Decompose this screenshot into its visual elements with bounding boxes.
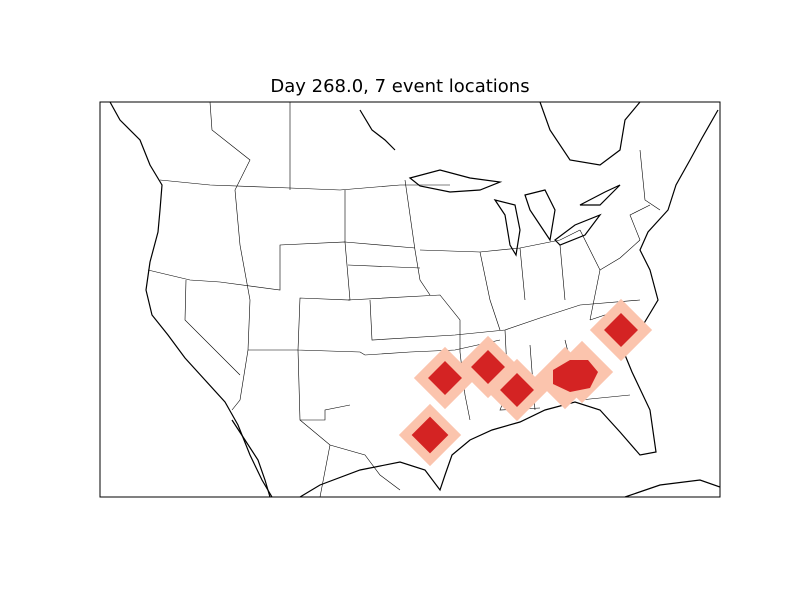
event-core-merged (553, 360, 598, 392)
map-title: Day 268.0, 7 event locations (270, 76, 530, 97)
great-lakes (408, 169, 621, 257)
coastline (109, 102, 719, 497)
mexico-coast (231, 419, 271, 497)
event-marker (398, 403, 462, 467)
event-marker (485, 358, 549, 422)
event-marker (589, 298, 653, 362)
canada-coast (359, 102, 720, 497)
event-markers (398, 298, 653, 467)
map-frame (99, 101, 721, 498)
event-marker (413, 346, 477, 410)
